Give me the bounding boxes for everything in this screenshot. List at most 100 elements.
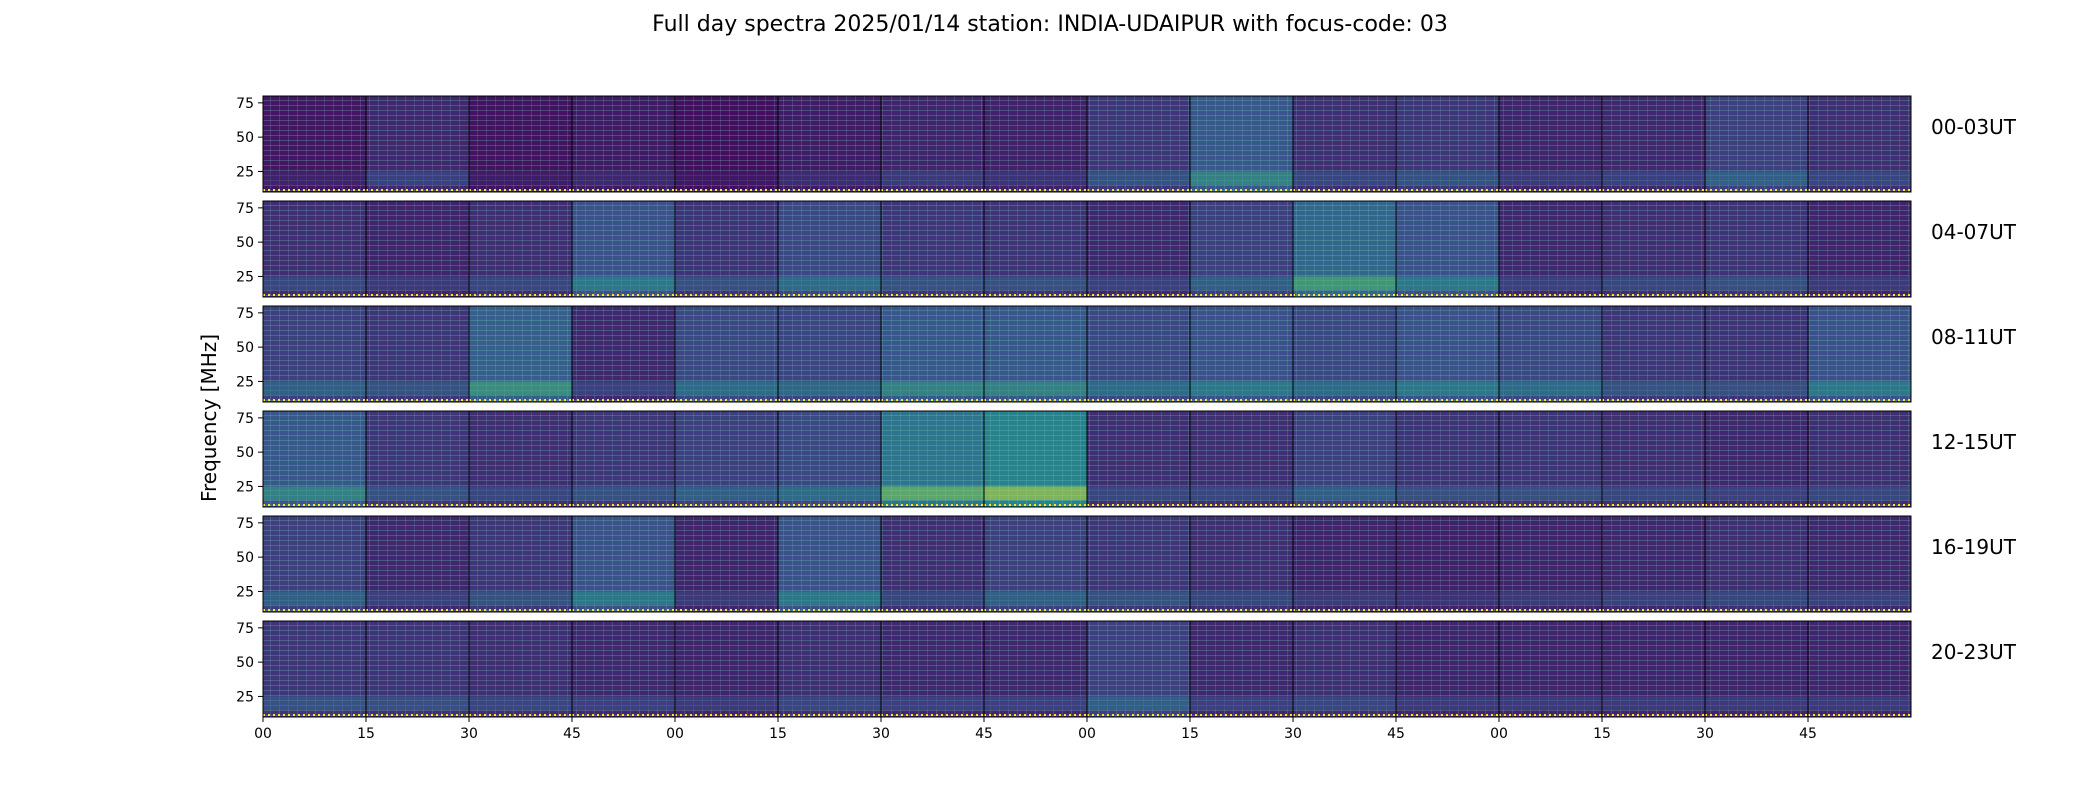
spectrum-cell (1292, 515, 1397, 613)
spectrum-cell (1189, 515, 1294, 613)
spectrum-cell (1498, 620, 1603, 718)
spectra-row: 75 50 25 08-11UT (236, 305, 2017, 403)
spectrum-cell (1704, 515, 1809, 613)
y-tick-label: 50 (236, 445, 254, 461)
spectrum-cell (365, 410, 470, 508)
x-tick-label: 00 (666, 726, 684, 742)
spectrum-cell (468, 410, 573, 508)
spectrum-cell (1807, 410, 1912, 508)
spectrum-cell (1704, 410, 1809, 508)
spectrum-cell (262, 515, 367, 613)
x-tick-label: 00 (1078, 726, 1096, 742)
spectrum-cell (1807, 620, 1912, 718)
spectrum-cell (983, 620, 1088, 718)
spectrum-cell (1704, 95, 1809, 193)
y-tick-label: 25 (236, 164, 254, 180)
spectrum-cell (1189, 305, 1294, 403)
spectrum-cell (777, 620, 882, 718)
spectrum-cell (674, 410, 779, 508)
y-tick-label: 50 (236, 340, 254, 356)
spectrum-cell (777, 200, 882, 298)
spectrum-cell (1498, 200, 1603, 298)
row-time-label: 00-03UT (1931, 115, 2017, 139)
spectrum-cell (1086, 410, 1191, 508)
spectrum-cell (1704, 305, 1809, 403)
spectrum-cell (1292, 305, 1397, 403)
spectrum-cell (1086, 305, 1191, 403)
y-tick-label: 50 (236, 235, 254, 251)
x-tick-label: 00 (254, 726, 272, 742)
spectrum-cell (1704, 620, 1809, 718)
spectrum-cell (1601, 515, 1706, 613)
spectrum-cell (777, 305, 882, 403)
y-tick-label: 75 (236, 201, 254, 217)
spectrum-cell (571, 620, 676, 718)
spectrum-cell (674, 305, 779, 403)
spectrum-cell (1086, 200, 1191, 298)
spectra-row: 75 50 25 04-07UT (236, 200, 2017, 298)
x-tick-label: 00 (1490, 726, 1508, 742)
spectrum-cell (880, 410, 985, 508)
y-tick-label: 50 (236, 130, 254, 146)
spectrum-cell (262, 200, 367, 298)
y-tick-label: 75 (236, 306, 254, 322)
x-tick-label: 45 (975, 726, 993, 742)
y-tick-label: 75 (236, 621, 254, 637)
spectrum-cell (262, 410, 367, 508)
spectrum-cell (571, 410, 676, 508)
spectrum-cell (1601, 200, 1706, 298)
spectrum-cell (571, 515, 676, 613)
y-tick-label: 25 (236, 689, 254, 705)
spectrum-cell (1807, 305, 1912, 403)
spectrum-cell (468, 305, 573, 403)
spectra-row: 75 50 25 20-23UT (236, 620, 2017, 718)
x-tick-label: 15 (1593, 726, 1611, 742)
spectrum-cell (1292, 200, 1397, 298)
spectrum-cell (1601, 620, 1706, 718)
spectrum-cell (1498, 410, 1603, 508)
spectrum-cell (1189, 410, 1294, 508)
spectrum-cell (262, 95, 367, 193)
spectrum-cell (365, 305, 470, 403)
spectrum-cell (1189, 200, 1294, 298)
y-tick-label: 25 (236, 374, 254, 390)
x-tick-label: 15 (357, 726, 375, 742)
spectrum-cell (777, 95, 882, 193)
spectrum-cell (468, 95, 573, 193)
spectrum-cell (1292, 95, 1397, 193)
chart-title: Full day spectra 2025/01/14 station: IND… (652, 12, 1448, 37)
y-tick-label: 50 (236, 550, 254, 566)
spectrum-cell (674, 95, 779, 193)
x-tick-label: 30 (460, 726, 478, 742)
y-tick-label: 75 (236, 411, 254, 427)
spectra-row: 75 50 25 00-03UT (236, 95, 2017, 193)
spectrum-cell (262, 620, 367, 718)
spectrum-cell (880, 200, 985, 298)
spectrum-cell (983, 515, 1088, 613)
spectrum-cell (1704, 200, 1809, 298)
spectra-row: 75 50 25 12-15UT (236, 410, 2017, 508)
spectrum-cell (1498, 95, 1603, 193)
row-time-label: 12-15UT (1931, 430, 2017, 454)
spectrum-cell (777, 515, 882, 613)
spectrum-cell (1086, 620, 1191, 718)
spectrum-cell (1189, 95, 1294, 193)
y-tick-label: 75 (236, 516, 254, 532)
x-tick-label: 45 (1387, 726, 1405, 742)
spectrum-cell (468, 620, 573, 718)
row-time-label: 08-11UT (1931, 325, 2017, 349)
spectrum-cell (1601, 410, 1706, 508)
spectrum-cell (674, 200, 779, 298)
spectrum-cell (880, 305, 985, 403)
x-tick-label: 45 (563, 726, 581, 742)
spectrum-cell (1189, 620, 1294, 718)
spectrum-cell (1395, 305, 1500, 403)
spectrum-cell (1498, 515, 1603, 613)
y-tick-label: 25 (236, 479, 254, 495)
spectrum-cell (571, 95, 676, 193)
spectrum-cell (1601, 95, 1706, 193)
spectrum-cell (571, 200, 676, 298)
spectrum-cell (1601, 305, 1706, 403)
spectrum-cell (1395, 410, 1500, 508)
